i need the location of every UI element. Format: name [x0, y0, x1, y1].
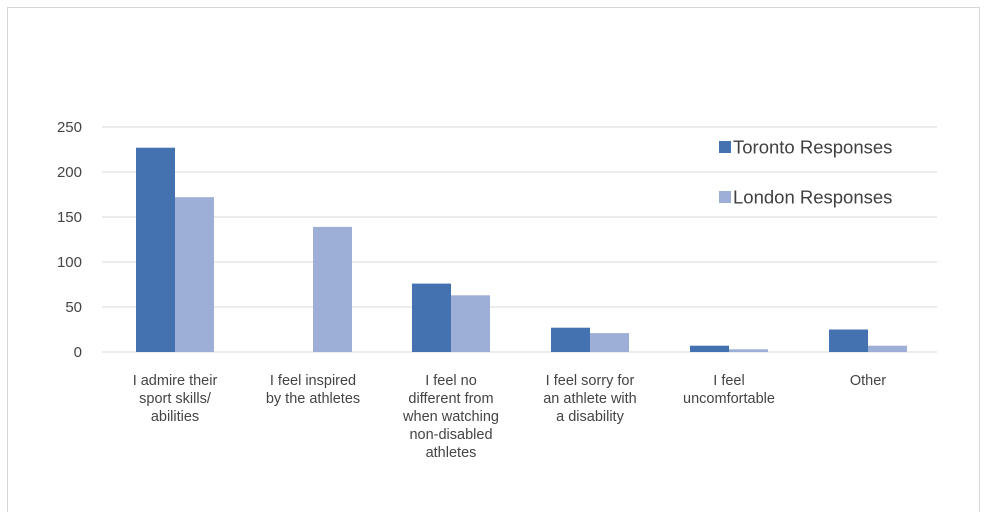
x-category-label-5-line-0: Other	[850, 373, 886, 389]
x-category-label-2-line-3: non-disabled	[409, 427, 492, 443]
y-tick-label-0: 0	[74, 344, 82, 361]
x-category-label-1-line-0: I feel inspired	[270, 373, 356, 389]
bar-toronto-3	[551, 327, 590, 352]
x-category-label-2-line-1: different from	[408, 391, 493, 407]
x-category-label-2-line-2: when watching	[402, 409, 499, 425]
bar-london-3	[590, 333, 629, 352]
x-category-label-1-line-1: by the athletes	[266, 391, 360, 407]
bar-london-1	[313, 226, 352, 352]
legend-swatch-london	[719, 191, 731, 203]
bar-toronto-0	[136, 147, 175, 352]
x-category-label-2-line-4: athletes	[426, 445, 477, 461]
x-category-label-2-line-0: I feel no	[425, 373, 477, 389]
bar-london-2	[451, 295, 490, 352]
bar-toronto-2	[412, 283, 451, 352]
legend-label-london: London Responses	[733, 187, 892, 208]
bar-london-0	[175, 197, 214, 352]
x-category-label-0-line-2: abilities	[151, 409, 199, 425]
y-tick-label-250: 250	[57, 119, 82, 136]
y-tick-label-150: 150	[57, 209, 82, 226]
y-tick-label-200: 200	[57, 164, 82, 181]
x-category-label-3-line-0: I feel sorry for	[546, 373, 635, 389]
x-category-label-3-line-2: a disability	[556, 409, 624, 425]
bar-london-4	[729, 349, 768, 352]
bar-london-5	[868, 345, 907, 352]
x-category-label-0-line-1: sport skills/	[139, 391, 212, 407]
y-tick-label-100: 100	[57, 254, 82, 271]
x-category-label-0-line-0: I admire their	[133, 373, 218, 389]
x-category-label-4-line-0: I feel	[713, 373, 744, 389]
bar-toronto-4	[690, 345, 729, 352]
y-tick-label-50: 50	[65, 299, 82, 316]
x-category-label-3-line-1: an athlete with	[543, 391, 637, 407]
x-category-label-4-line-1: uncomfortable	[683, 391, 775, 407]
legend-swatch-toronto	[719, 141, 731, 153]
legend-label-toronto: Toronto Responses	[733, 137, 892, 158]
bar-toronto-5	[829, 329, 868, 352]
